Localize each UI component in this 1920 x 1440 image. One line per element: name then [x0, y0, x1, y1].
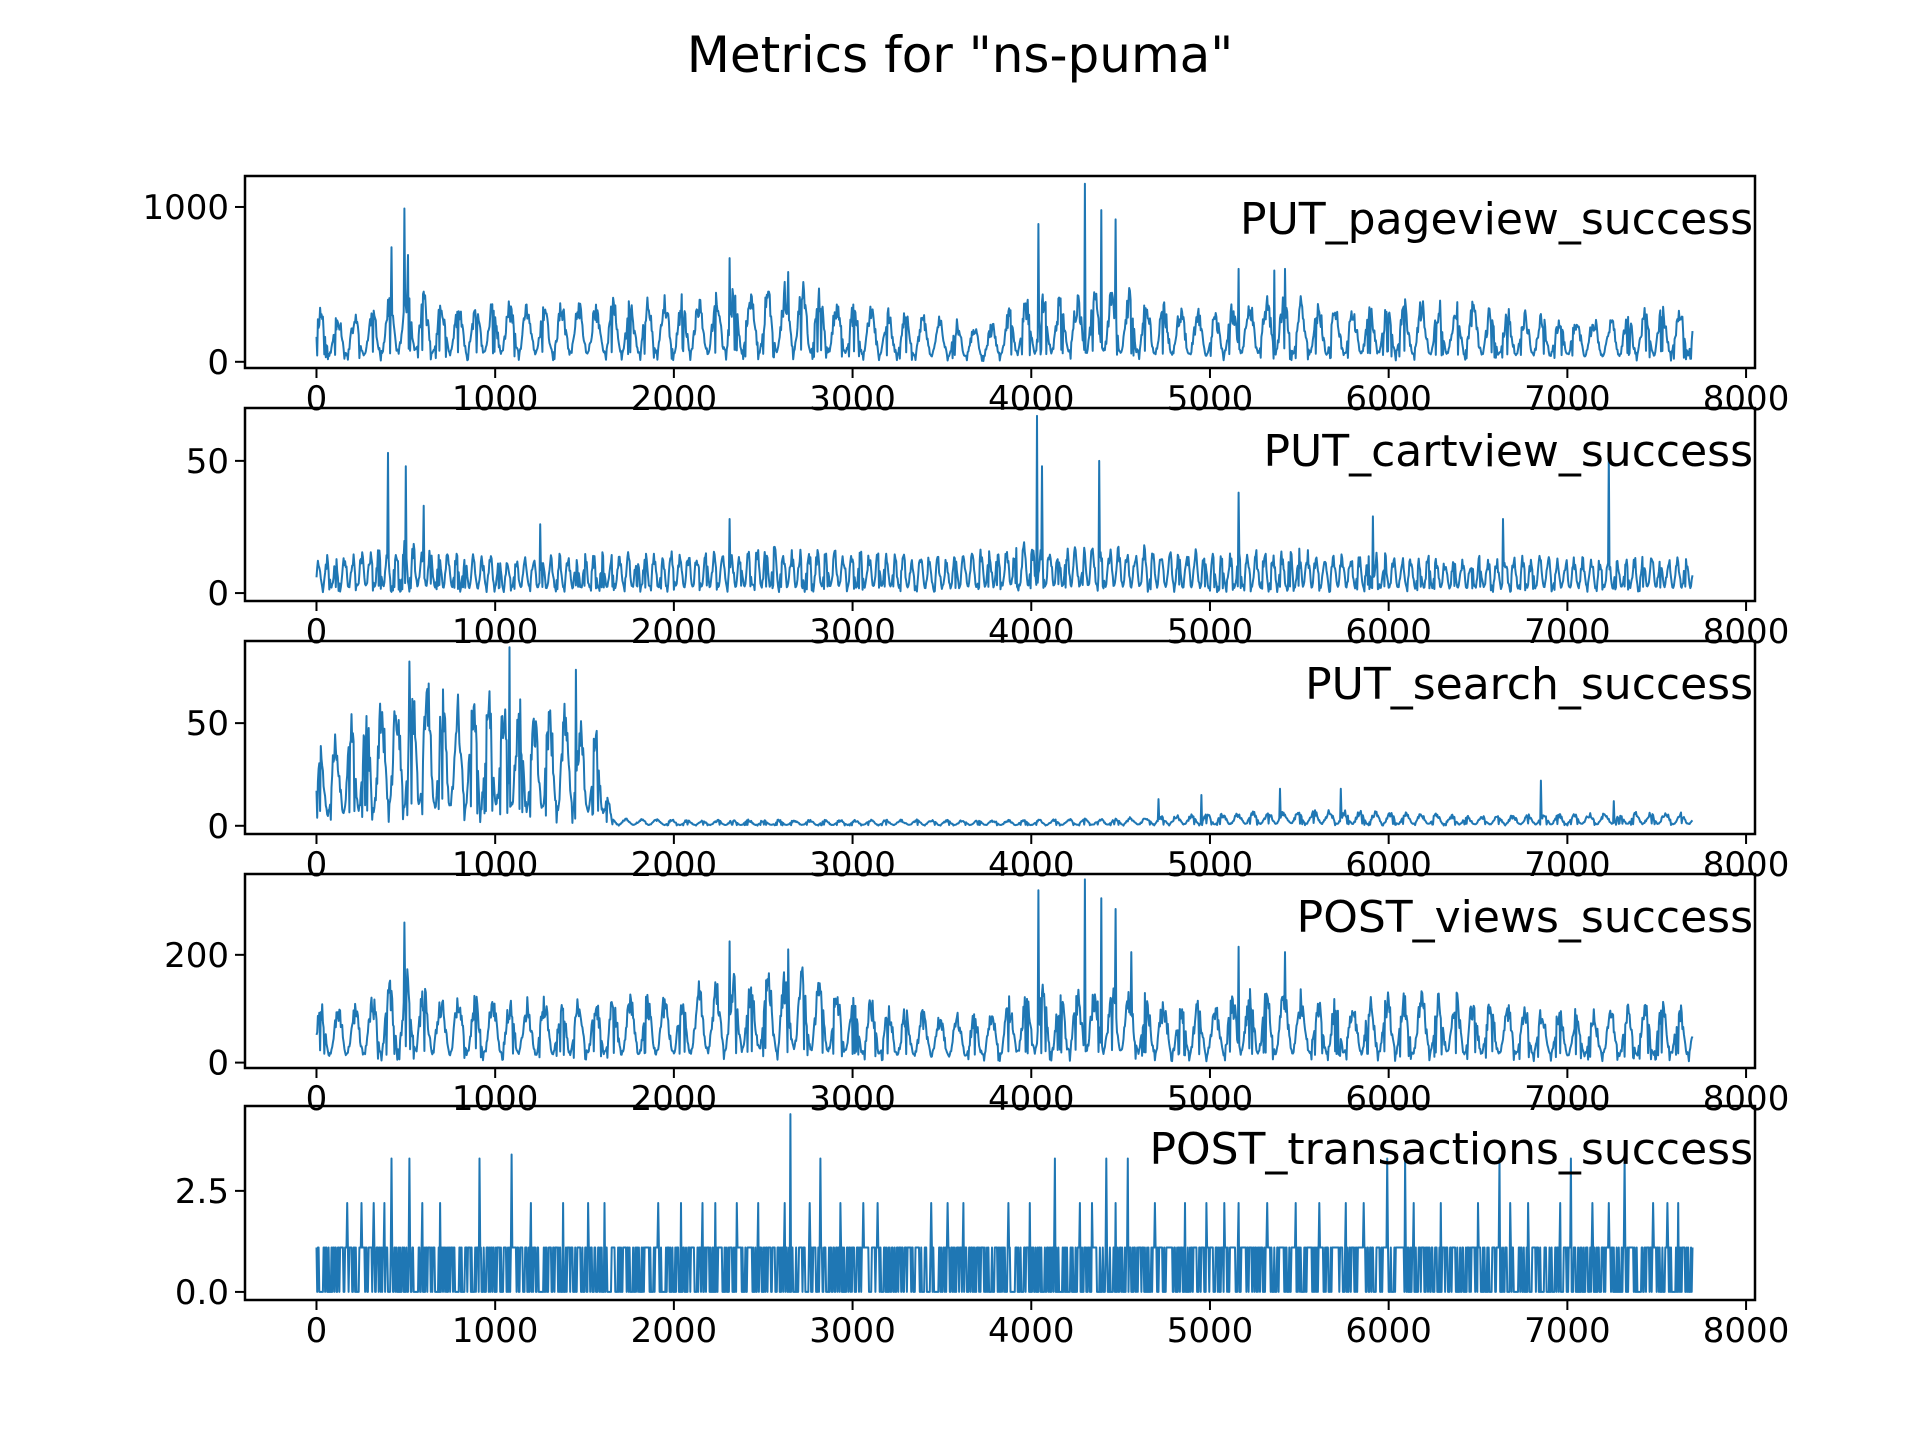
x-tick-label: 5000 [1167, 845, 1254, 885]
x-tick-label: 8000 [1703, 1079, 1790, 1119]
x-tick-label: 6000 [1345, 612, 1432, 652]
panel-label: POST_transactions_success [1149, 1124, 1753, 1175]
series-line-PUT_cartview_success [315, 414, 1694, 594]
y-tick-label: 200 [164, 936, 229, 976]
x-tick-label: 3000 [809, 379, 896, 419]
x-tick-label: 6000 [1345, 1311, 1432, 1351]
y-tick-label: 0.0 [175, 1273, 229, 1313]
figure-title: Metrics for "ns-puma" [687, 26, 1234, 84]
x-tick-label: 2000 [631, 379, 718, 419]
x-tick-label: 1000 [452, 612, 539, 652]
x-tick-label: 4000 [988, 612, 1075, 652]
axes-frame [243, 872, 1757, 1070]
x-tick-label: 0 [306, 379, 328, 419]
x-tick-label: 6000 [1345, 379, 1432, 419]
x-tick-label: 5000 [1167, 379, 1254, 419]
x-tick-label: 2000 [631, 845, 718, 885]
y-tick-label: 0 [207, 807, 229, 847]
series-line-POST_views_success [315, 878, 1694, 1063]
y-tick-label: 0 [207, 343, 229, 383]
series-line-PUT_search_success [315, 646, 1694, 827]
x-tick-label: 1000 [452, 1079, 539, 1119]
x-tick-label: 4000 [988, 1311, 1075, 1351]
x-tick-label: 0 [306, 1311, 328, 1351]
x-tick-label: 7000 [1524, 1311, 1611, 1351]
x-tick-label: 2000 [631, 1311, 718, 1351]
y-tick-label: 2.5 [175, 1172, 229, 1212]
x-tick-label: 3000 [809, 1079, 896, 1119]
x-tick-label: 0 [306, 612, 328, 652]
subplot-PUT_search_success: 0 1000 2000 3000 4000 5000 6000 7000 8000 0 50 PUT_… [186, 639, 1790, 885]
subplot-PUT_cartview_success: 0 1000 2000 3000 4000 5000 6000 7000 8000 0 50 PUT_… [186, 406, 1790, 652]
y-tick-label: 0 [207, 574, 229, 614]
x-tick-label: 4000 [988, 1079, 1075, 1119]
series-line-PUT_pageview_success [315, 182, 1694, 362]
panel-label: PUT_cartview_success [1263, 426, 1753, 477]
x-tick-label: 6000 [1345, 1079, 1432, 1119]
x-tick-label: 5000 [1167, 612, 1254, 652]
x-tick-label: 5000 [1167, 1311, 1254, 1351]
y-tick-label: 1000 [142, 188, 229, 228]
x-tick-label: 8000 [1703, 1311, 1790, 1351]
x-tick-label: 1000 [452, 1311, 539, 1351]
x-tick-label: 3000 [809, 612, 896, 652]
panel-label: PUT_search_success [1305, 659, 1753, 710]
x-tick-label: 8000 [1703, 845, 1790, 885]
x-tick-label: 7000 [1524, 379, 1611, 419]
y-tick-label: 50 [186, 704, 229, 744]
x-tick-label: 8000 [1703, 612, 1790, 652]
axes-frame [243, 639, 1757, 836]
x-tick-label: 4000 [988, 379, 1075, 419]
y-tick-label: 50 [186, 442, 229, 482]
axes-frame [243, 1104, 1757, 1302]
subplot-POST_views_success: 0 1000 2000 3000 4000 5000 6000 7000 8000 0 200 POS… [164, 872, 1790, 1119]
x-tick-label: 1000 [452, 379, 539, 419]
axes-frame [243, 174, 1757, 370]
series-line-POST_transactions_success [315, 1113, 1694, 1293]
panel-label: PUT_pageview_success [1240, 194, 1753, 245]
x-tick-label: 3000 [809, 1311, 896, 1351]
x-tick-label: 7000 [1524, 612, 1611, 652]
x-tick-label: 2000 [631, 612, 718, 652]
subplot-POST_transactions_success: 0 1000 2000 3000 4000 5000 6000 7000 8000 0.0 2.5 P… [175, 1104, 1790, 1351]
x-tick-label: 5000 [1167, 1079, 1254, 1119]
x-tick-label: 0 [306, 845, 328, 885]
subplot-PUT_pageview_success: 0 1000 2000 3000 4000 5000 6000 7000 8000 0 1000 PU… [142, 174, 1790, 419]
x-tick-label: 2000 [631, 1079, 718, 1119]
panel-label: POST_views_success [1297, 892, 1753, 943]
x-tick-label: 6000 [1345, 845, 1432, 885]
x-tick-label: 7000 [1524, 1079, 1611, 1119]
y-tick-label: 0 [207, 1044, 229, 1084]
x-tick-label: 3000 [809, 845, 896, 885]
x-tick-label: 7000 [1524, 845, 1611, 885]
x-tick-label: 8000 [1703, 379, 1790, 419]
x-tick-label: 4000 [988, 845, 1075, 885]
axes-frame [243, 406, 1757, 603]
x-tick-label: 0 [306, 1079, 328, 1119]
x-tick-label: 1000 [452, 845, 539, 885]
